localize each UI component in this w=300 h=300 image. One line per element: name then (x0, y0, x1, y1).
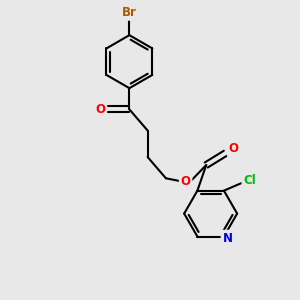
Text: N: N (222, 232, 233, 244)
Text: Br: Br (122, 6, 137, 19)
Text: O: O (229, 142, 238, 155)
Text: O: O (181, 175, 190, 188)
Text: O: O (95, 103, 105, 116)
Text: Cl: Cl (243, 174, 256, 187)
